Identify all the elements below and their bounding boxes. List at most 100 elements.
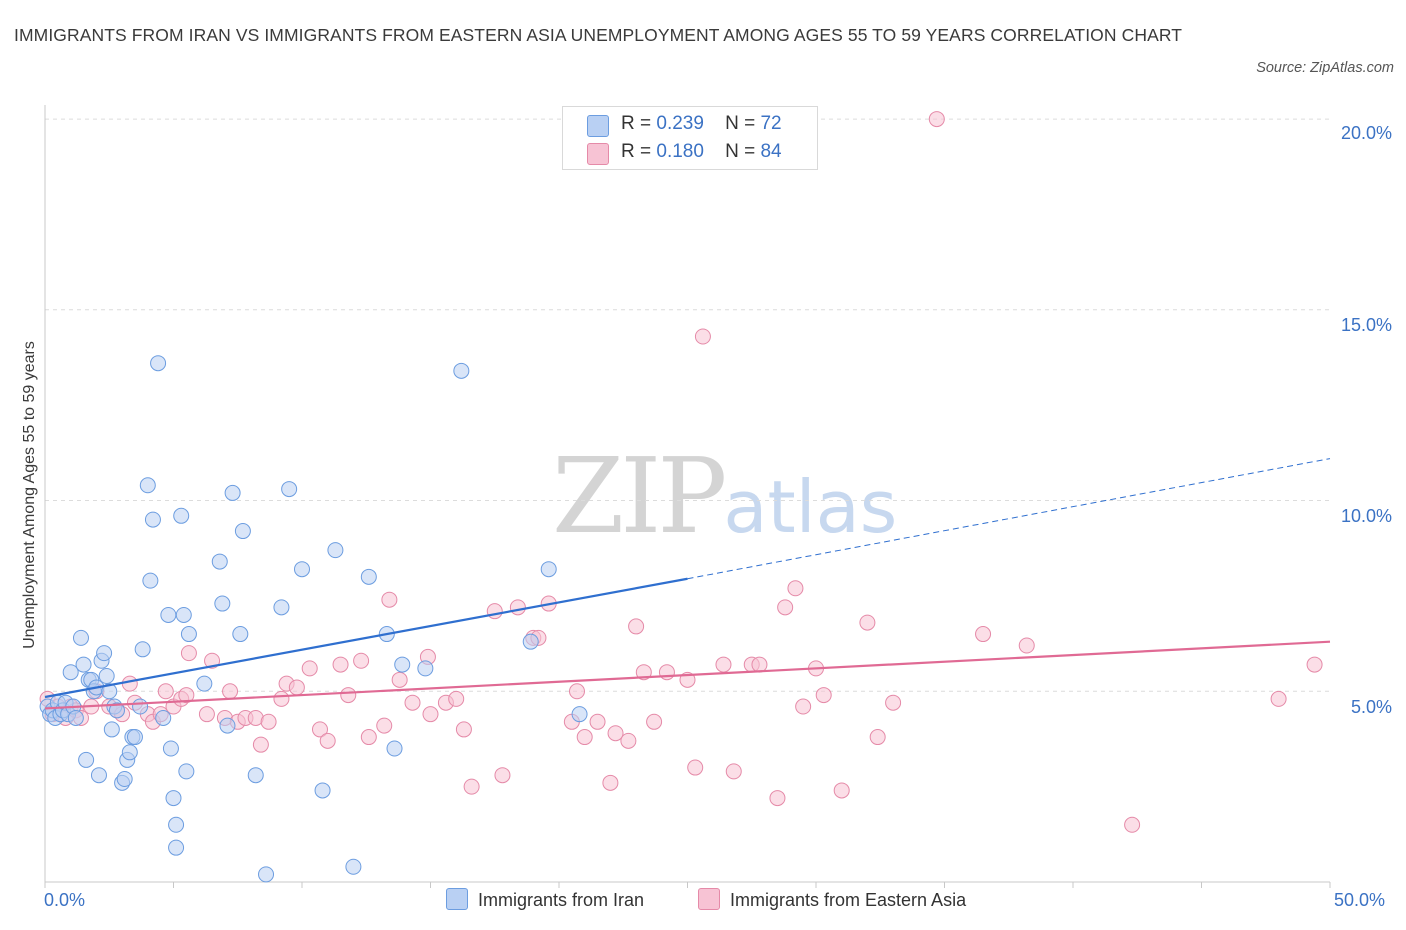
legend-iran-r-label: R = xyxy=(621,113,652,134)
data-point-iran xyxy=(103,721,120,738)
data-point-easia xyxy=(463,778,480,795)
x-tick-0: 0.0% xyxy=(44,890,86,910)
data-point-easia xyxy=(869,729,886,746)
data-point-iran xyxy=(219,717,236,734)
data-point-easia xyxy=(694,328,711,345)
data-point-iran xyxy=(165,790,182,807)
legend-easia-r-label: R = xyxy=(621,141,652,162)
data-point-easia xyxy=(311,721,328,738)
data-point-easia xyxy=(975,626,992,643)
data-point-iran xyxy=(72,629,89,646)
data-point-iran xyxy=(96,645,113,662)
data-point-iran xyxy=(234,523,251,540)
data-point-easia xyxy=(769,790,786,807)
data-point-iran xyxy=(294,561,310,578)
data-point-easia xyxy=(422,706,439,723)
data-point-easia xyxy=(455,721,472,738)
data-point-easia xyxy=(332,656,349,673)
data-point-easia xyxy=(833,782,850,799)
data-point-iran xyxy=(417,660,434,677)
data-point-easia xyxy=(602,774,619,791)
data-point-easia xyxy=(391,671,408,688)
data-point-easia xyxy=(751,656,768,673)
legend-easia-n: 84 xyxy=(760,141,782,162)
data-point-easia xyxy=(777,599,794,616)
data-point-iran xyxy=(211,553,228,570)
data-point-easia xyxy=(319,732,336,749)
data-point-easia xyxy=(273,690,290,707)
data-point-iran xyxy=(155,709,172,726)
data-point-iran xyxy=(247,767,264,784)
data-point-easia xyxy=(715,656,732,673)
data-point-easia xyxy=(448,690,465,707)
data-point-easia xyxy=(260,713,277,730)
data-point-easia xyxy=(589,713,606,730)
watermark-zip: ZIP xyxy=(552,435,727,557)
data-point-iran xyxy=(78,751,95,768)
legend-iran-n-label: N = xyxy=(725,113,756,134)
data-point-iran xyxy=(150,355,167,372)
bottom-legend-label-easia: Immigrants from Eastern Asia xyxy=(730,890,967,910)
trend-line-iran xyxy=(44,577,688,699)
data-point-easia xyxy=(301,660,318,677)
source-label: Source: ZipAtlas.com xyxy=(1256,60,1394,76)
y-tick-20: 20.0% xyxy=(1340,123,1392,143)
data-point-easia xyxy=(404,694,421,711)
data-point-iran xyxy=(258,866,275,883)
data-point-easia xyxy=(178,687,195,704)
data-point-iran xyxy=(90,767,107,784)
data-point-iran xyxy=(98,668,115,685)
data-point-iran xyxy=(571,706,588,723)
data-point-easia xyxy=(1306,656,1323,673)
y-tick-15: 15.0% xyxy=(1340,315,1392,335)
data-point-iran xyxy=(281,481,298,498)
data-point-iran xyxy=(178,763,195,780)
x-tick-50: 50.0% xyxy=(1334,890,1386,910)
data-point-iran xyxy=(62,664,79,681)
data-point-easia xyxy=(787,580,804,597)
data-point-easia xyxy=(180,645,197,662)
data-point-easia xyxy=(815,687,832,704)
data-point-iran xyxy=(132,698,149,715)
data-point-iran xyxy=(160,606,177,623)
watermark: ZIPatlas xyxy=(552,435,897,557)
data-point-iran xyxy=(224,484,241,501)
data-point-iran xyxy=(175,606,192,623)
data-point-iran xyxy=(453,362,470,379)
data-point-easia xyxy=(795,698,812,715)
data-point-iran xyxy=(314,782,331,799)
data-point-easia xyxy=(381,591,398,608)
data-point-easia xyxy=(620,732,637,749)
data-point-iran xyxy=(101,683,118,700)
data-point-easia xyxy=(1270,690,1287,707)
data-point-easia xyxy=(687,759,704,776)
data-point-easia xyxy=(568,683,585,700)
chart-title: IMMIGRANTS FROM IRAN VS IMMIGRANTS FROM … xyxy=(14,25,1183,45)
data-point-easia xyxy=(222,683,239,700)
watermark-atlas: atlas xyxy=(723,465,898,549)
trend-line-easia xyxy=(44,640,1331,710)
data-point-easia xyxy=(486,603,503,620)
data-point-iran xyxy=(522,633,539,650)
data-point-iran xyxy=(386,740,403,757)
data-point-iran xyxy=(142,572,159,589)
data-point-easia xyxy=(509,599,526,616)
data-point-easia xyxy=(628,618,645,635)
legend-swatch-easia xyxy=(587,143,609,165)
data-point-iran xyxy=(327,542,344,559)
data-point-iran xyxy=(360,568,377,585)
data-point-iran xyxy=(162,740,179,757)
data-point-easia xyxy=(252,736,269,753)
y-tick-10: 10.0% xyxy=(1340,506,1392,526)
data-point-easia xyxy=(340,687,357,704)
data-point-easia xyxy=(494,767,511,784)
legend-iran-n: 72 xyxy=(760,113,782,134)
data-point-iran xyxy=(116,771,133,788)
bottom-legend-swatch-iran xyxy=(446,888,468,910)
data-point-easia xyxy=(885,694,902,711)
data-point-easia xyxy=(157,683,174,700)
data-point-iran xyxy=(168,839,185,856)
trend-line-extension-iran xyxy=(687,458,1331,580)
data-point-iran xyxy=(168,816,185,833)
